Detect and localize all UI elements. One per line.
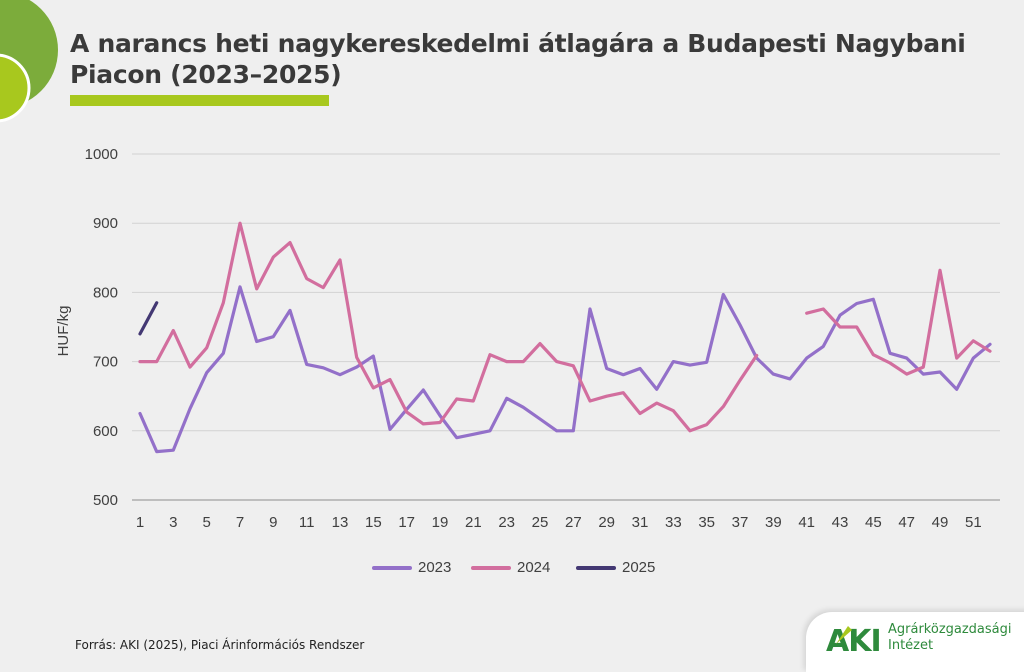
x-tick-label: 23 (498, 514, 515, 531)
y-tick-label: 800 (93, 284, 118, 301)
x-tick-label: 5 (202, 514, 210, 531)
y-tick-label: 700 (93, 354, 118, 371)
chart-title-line1: A narancs heti nagykereskedelmi átlagára… (70, 29, 966, 58)
chart-title-line2: Piacon (2023–2025) (70, 60, 342, 89)
x-tick-label: 13 (332, 514, 349, 531)
x-tick-label: 9 (269, 514, 277, 531)
x-tick-label: 45 (865, 514, 882, 531)
aki-logo-line1: Agrárközgazdasági (888, 622, 1012, 637)
x-tick-label: 41 (798, 514, 815, 531)
x-tick-label: 1 (136, 514, 144, 531)
x-tick-label: 25 (532, 514, 549, 531)
x-tick-label: 47 (898, 514, 915, 531)
series-line-2024 (138, 221, 759, 433)
x-tick-label: 39 (765, 514, 782, 531)
legend-swatch (576, 566, 616, 570)
aki-logo: AKI Agrárközgazdasági Intézet (806, 612, 1024, 672)
series-line-2023 (138, 285, 992, 454)
y-tick-label: 900 (93, 215, 118, 232)
aki-logo-leaf-icon (836, 626, 852, 644)
x-tick-label: 15 (365, 514, 382, 531)
x-tick-label: 37 (732, 514, 749, 531)
y-axis-label: HUF/kg (55, 306, 72, 357)
x-tick-label: 19 (432, 514, 449, 531)
series-line-2024 (805, 268, 992, 376)
decor-circle-small (0, 53, 31, 123)
x-tick-label: 43 (832, 514, 849, 531)
series-line-2025 (138, 301, 159, 336)
x-tick-label: 21 (465, 514, 482, 531)
x-tick-label: 29 (598, 514, 615, 531)
x-tick-label: 11 (299, 514, 315, 531)
x-tick-label: 33 (665, 514, 682, 531)
aki-logo-letters: AKI (826, 624, 881, 656)
y-tick-label: 600 (93, 423, 118, 440)
legend-swatch (372, 566, 412, 570)
legend-label: 2024 (517, 559, 551, 576)
aki-logo-mark: AKI (826, 624, 882, 656)
decorative-circles (0, 0, 58, 123)
x-tick-label: 31 (632, 514, 649, 531)
x-tick-label: 3 (169, 514, 177, 531)
legend-label: 2023 (418, 559, 452, 576)
source-note: Forrás: AKI (2025), Piaci Árinformációs … (75, 638, 365, 652)
x-tick-label: 27 (565, 514, 582, 531)
chart-title: A narancs heti nagykereskedelmi átlagára… (70, 28, 970, 90)
aki-logo-line2: Intézet (888, 638, 934, 653)
x-tick-label: 17 (398, 514, 415, 531)
aki-logo-text: Agrárközgazdasági Intézet (888, 622, 1012, 654)
legend-swatch (471, 566, 511, 570)
legend-label: 2025 (622, 559, 656, 576)
y-tick-label: 1000 (85, 146, 118, 163)
x-tick-label: 49 (932, 514, 949, 531)
x-tick-label: 7 (236, 514, 244, 531)
title-accent-bar (70, 95, 329, 106)
x-tick-label: 35 (698, 514, 715, 531)
y-tick-label: 500 (93, 492, 118, 509)
x-tick-label: 51 (965, 514, 982, 531)
